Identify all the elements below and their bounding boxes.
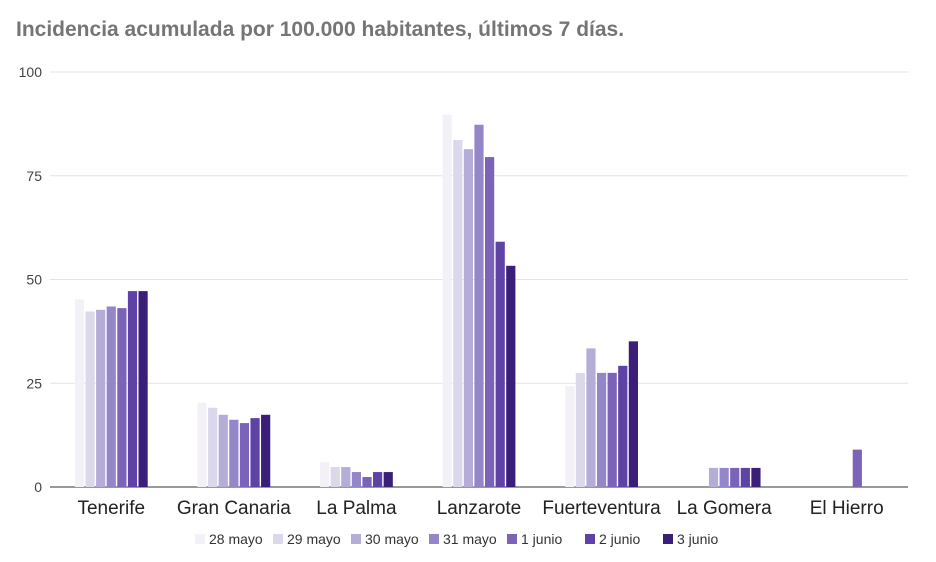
bar[interactable] [341,467,351,487]
bar[interactable] [442,114,452,488]
x-tick-label: Fuerteventura [542,498,661,519]
legend-swatch [351,534,361,544]
y-tick-label: 100 [19,64,43,80]
legend-label: 3 junio [677,531,718,547]
x-tick-label: Lanzarote [437,498,522,519]
bar[interactable] [495,241,505,487]
y-tick-label: 0 [34,479,42,495]
bar[interactable] [628,341,638,487]
bar[interactable] [239,423,250,487]
bar[interactable] [596,372,607,487]
bar[interactable] [96,309,106,487]
y-tick-label: 50 [26,272,42,288]
bar[interactable] [506,265,516,487]
bar[interactable] [261,414,271,487]
bar[interactable] [85,311,95,487]
bar[interactable] [197,402,207,487]
legend-label: 1 junio [521,531,562,547]
bar[interactable] [330,467,340,487]
bar[interactable] [208,407,218,487]
bar[interactable] [607,372,617,487]
bar[interactable] [351,472,362,487]
y-axis-ticks: 0 25 50 75 100 [19,64,43,495]
legend: 28 mayo 29 mayo 30 mayo 31 mayo 1 junio 2 jun… [195,531,718,547]
bar[interactable] [106,306,116,487]
legend-label: 30 mayo [365,531,419,547]
bar[interactable] [117,308,127,487]
legend-label: 2 junio [599,531,640,547]
bar[interactable] [229,419,239,487]
bar[interactable] [250,418,260,487]
bar[interactable] [485,157,495,487]
y-tick-label: 75 [26,168,42,184]
chart-title: Incidencia acumulada por 100.000 habitan… [16,18,625,41]
x-tick-label: El Hierro [810,498,884,519]
legend-swatch [429,534,439,544]
bar[interactable] [453,140,463,487]
x-tick-label: La Gomera [677,498,772,519]
bar[interactable] [740,467,750,487]
bar[interactable] [138,291,148,487]
bar[interactable] [565,386,575,487]
bars [74,114,862,488]
y-tick-label: 25 [26,375,42,391]
bar[interactable] [320,462,330,487]
bar[interactable] [218,414,228,487]
bar[interactable] [383,472,393,487]
bar[interactable] [373,472,383,487]
bar[interactable] [852,449,862,487]
bar[interactable] [708,467,719,487]
bar[interactable] [586,348,596,487]
bar[interactable] [362,477,372,487]
bar[interactable] [751,467,761,487]
bar[interactable] [730,467,740,487]
bar[interactable] [127,291,138,487]
legend-label: 29 mayo [287,531,341,547]
legend-swatch [585,534,595,544]
legend-swatch [507,534,517,544]
legend-swatch [195,534,205,544]
x-tick-label: Gran Canaria [177,498,291,519]
x-axis-ticks: Tenerife Gran Canaria La Palma Lanzarote Fue… [77,498,883,519]
legend-label: 31 mayo [443,531,497,547]
legend-swatch [273,534,283,544]
legend-swatch [663,534,673,544]
bar[interactable] [74,299,85,487]
x-tick-label: Tenerife [77,498,145,519]
bar[interactable] [463,149,473,487]
x-tick-label: La Palma [316,498,397,519]
legend-label: 28 mayo [209,531,263,547]
bar[interactable] [618,365,628,487]
bar[interactable] [719,467,729,487]
bar[interactable] [474,124,484,487]
bar[interactable] [575,372,585,487]
